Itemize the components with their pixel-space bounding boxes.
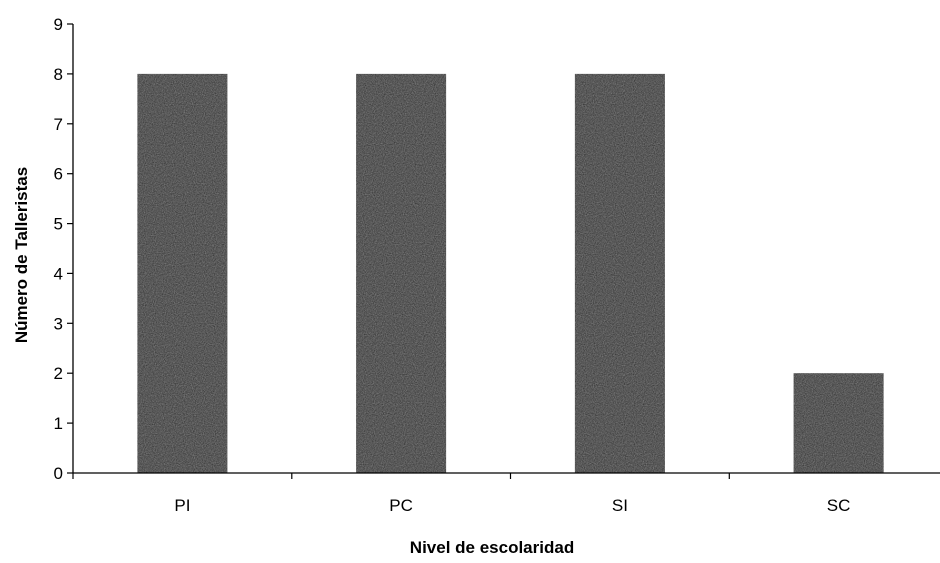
x-tick-label-sc: SC — [827, 496, 851, 515]
bar-si — [574, 73, 665, 474]
axes-layer — [67, 23, 940, 479]
x-tick-label-si: SI — [612, 496, 628, 515]
y-tick-label-7: 7 — [54, 115, 63, 134]
y-tick-label-8: 8 — [54, 65, 63, 84]
bar-sc — [793, 373, 884, 473]
y-tick-label-4: 4 — [54, 264, 63, 283]
x-tick-label-pi: PI — [174, 496, 190, 515]
y-tick-label-6: 6 — [54, 165, 63, 184]
y-tick-label-0: 0 — [54, 464, 63, 483]
y-tick-label-3: 3 — [54, 314, 63, 333]
y-axis-title: Número de Talleristas — [12, 167, 31, 343]
x-tick-label-pc: PC — [389, 496, 413, 515]
y-tick-label-9: 9 — [54, 15, 63, 34]
bars-layer — [137, 73, 884, 474]
labels-layer: PI PC SI SC 0 1 2 3 4 5 6 7 8 9 — [54, 15, 851, 515]
x-axis-title: Nivel de escolaridad — [410, 538, 574, 557]
bar-pi — [137, 73, 228, 474]
y-tick-label-1: 1 — [54, 414, 63, 433]
y-tick-label-2: 2 — [54, 364, 63, 383]
y-tick-label-5: 5 — [54, 215, 63, 234]
bar-pc — [356, 73, 447, 474]
